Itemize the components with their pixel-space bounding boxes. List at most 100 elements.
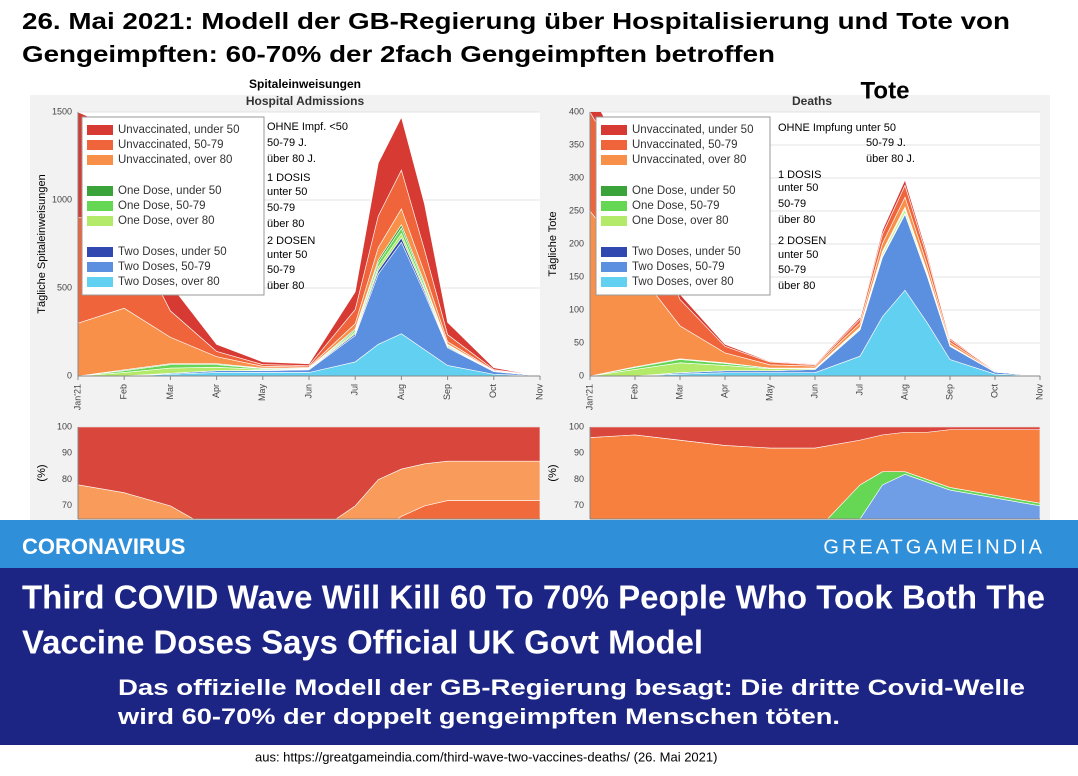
legend-label: One Dose, under 50: [632, 185, 736, 197]
y-tick-label: 500: [57, 282, 72, 292]
x-tick-label: May: [764, 384, 774, 402]
page-title: Gengeimpften: 60-70% der 2fach Gengeimpf…: [22, 41, 775, 67]
area: [827, 471, 1040, 519]
x-tick-label: Mar: [674, 384, 684, 400]
legend-swatch: [87, 140, 113, 150]
x-tick-label: Jul: [350, 384, 360, 396]
x-tick-label: Apr: [719, 384, 729, 398]
y-axis-label: (%): [36, 464, 48, 481]
y-tick-label: 90: [62, 448, 72, 458]
legend-swatch: [601, 201, 627, 211]
legend-label: One Dose, 50-79: [632, 200, 720, 212]
x-tick-label: Nov: [1034, 384, 1044, 401]
annotation: 2 DOSEN: [267, 235, 315, 247]
annotation: unter 50: [778, 182, 818, 194]
area: [590, 427, 1040, 449]
legend-swatch: [87, 201, 113, 211]
legend-label: Two Doses, over 80: [118, 276, 220, 288]
y-tick-label: 350: [569, 139, 584, 149]
y-tick-label: 150: [569, 271, 584, 281]
legend-swatch: [87, 262, 113, 272]
x-tick-label: Aug: [899, 384, 909, 400]
y-tick-label: 1000: [52, 194, 72, 204]
legend-swatch: [601, 125, 627, 135]
y-tick-label: 90: [574, 448, 584, 458]
banner-brand: GREATGAMEINDIA: [823, 536, 1045, 558]
legend-label: Two Doses, under 50: [118, 246, 227, 258]
legend-swatch: [601, 155, 627, 165]
y-tick-label: 250: [569, 205, 584, 215]
german-caption: Das offizielle Modell der GB-Regierung b…: [118, 675, 1025, 700]
legend-swatch: [87, 247, 113, 257]
annotation: über 80 J.: [866, 153, 915, 165]
annotation: unter 50: [267, 186, 307, 198]
y-tick-label: 50: [574, 337, 584, 347]
page-title: 26. Mai 2021: Modell der GB-Regierung üb…: [22, 8, 1010, 34]
legend-label: Two Doses, under 50: [632, 246, 741, 258]
x-tick-label: Jul: [854, 384, 864, 396]
annotation: unter 50: [778, 249, 818, 261]
annotation: 50-79 J.: [866, 137, 906, 149]
annotation: 1 DOSIS: [778, 169, 821, 181]
x-tick-label: Mar: [165, 384, 175, 400]
annotation: über 80: [267, 280, 304, 292]
annotation: unter 50: [267, 249, 307, 261]
legend-swatch: [87, 125, 113, 135]
annotation: 50-79: [267, 264, 295, 276]
x-tick-label: May: [257, 384, 267, 402]
x-tick-label: Feb: [629, 384, 639, 400]
legend-swatch: [87, 186, 113, 196]
legend-swatch: [601, 140, 627, 150]
y-tick-label: 100: [569, 304, 584, 314]
legend-label: One Dose, under 50: [118, 185, 222, 197]
annotation: 50-79: [778, 264, 806, 276]
headline: Vaccine Doses Says Official UK Govt Mode…: [22, 624, 703, 661]
banner-section: CORONAVIRUS: [22, 534, 185, 559]
annotation: 50-79 J.: [267, 137, 307, 149]
german-caption: wird 60-70% der doppelt gengeimpften Men…: [117, 704, 840, 729]
chart-title: Spitaleinweisungen: [249, 77, 361, 91]
y-tick-label: 300: [569, 172, 584, 182]
x-tick-label: Feb: [119, 384, 129, 400]
chart-title: Deaths: [792, 94, 832, 108]
x-tick-label: Jan'21: [584, 384, 594, 410]
annotation: OHNE Impfung unter 50: [778, 122, 896, 134]
y-axis-label: Tägliche Tote: [547, 211, 559, 276]
legend-swatch: [601, 277, 627, 287]
x-tick-label: Aug: [396, 384, 406, 400]
x-tick-label: Oct: [488, 384, 498, 399]
annotation: über 80: [267, 218, 304, 230]
annotation: OHNE Impf. <50: [267, 121, 348, 133]
legend-swatch: [601, 186, 627, 196]
legend-label: One Dose, 50-79: [118, 200, 206, 212]
legend-label: Unvaccinated, under 50: [118, 124, 239, 136]
banner-strip: [0, 520, 1078, 568]
legend-label: Two Doses, over 80: [632, 276, 734, 288]
y-tick-label: 70: [574, 500, 584, 510]
y-tick-label: 0: [579, 370, 584, 380]
legend-label: Unvaccinated, 50-79: [632, 139, 737, 151]
y-tick-label: 200: [569, 238, 584, 248]
area: [78, 427, 540, 519]
x-tick-label: Jan'21: [72, 384, 82, 410]
y-tick-label: 1500: [52, 106, 72, 116]
banner: [0, 568, 1078, 745]
y-axis-label: (%): [547, 464, 559, 481]
legend-label: Unvaccinated, under 50: [632, 124, 753, 136]
legend-label: Two Doses, 50-79: [118, 261, 211, 273]
annotation: über 80: [778, 214, 815, 226]
x-tick-label: Oct: [989, 384, 999, 399]
x-tick-label: Sep: [944, 384, 954, 400]
source: aus: https://greatgameindia.com/third-wa…: [255, 749, 717, 764]
x-tick-label: Jun: [303, 384, 313, 399]
annotation: 50-79: [778, 198, 806, 210]
legend-label: One Dose, over 80: [118, 215, 215, 227]
annotation: 2 DOSEN: [778, 235, 826, 247]
headline: Third COVID Wave Will Kill 60 To 70% Peo…: [22, 579, 1045, 616]
annotation: über 80 J.: [267, 153, 316, 165]
legend-label: Unvaccinated, over 80: [632, 154, 746, 166]
y-tick-label: 100: [569, 421, 584, 431]
y-tick-label: 0: [67, 370, 72, 380]
